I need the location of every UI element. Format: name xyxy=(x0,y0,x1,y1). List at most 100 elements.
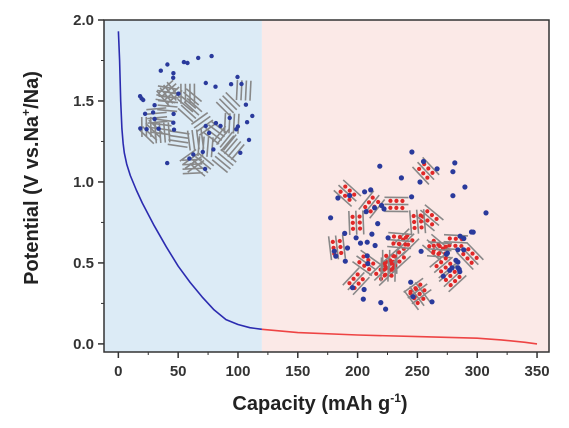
sodium-ion-dot xyxy=(427,244,432,249)
graphene-layer xyxy=(186,97,203,113)
sodium-ion-dot xyxy=(351,276,356,281)
pore-dot xyxy=(137,94,143,99)
sodium-ion-dot xyxy=(431,243,436,248)
graphene-layer xyxy=(156,94,177,100)
sodium-ion-dot xyxy=(434,263,439,269)
sodium-ion-dot xyxy=(448,273,453,279)
graphene-layer xyxy=(182,158,203,162)
graphene-layer xyxy=(189,162,206,177)
sodium-ion-dot xyxy=(417,291,422,296)
sodium-ion-dot xyxy=(434,216,439,222)
pore-dot xyxy=(171,120,176,125)
graphene-layer xyxy=(230,143,245,161)
pore-dot xyxy=(434,166,440,172)
sodium-ion-dot xyxy=(400,198,405,204)
graphene-layer xyxy=(249,80,252,101)
graphene-layer xyxy=(227,141,242,158)
pore-dot xyxy=(408,279,414,285)
graphite-stack-empty xyxy=(220,135,245,161)
region-band-0 xyxy=(104,20,262,352)
pore-dot xyxy=(150,110,156,115)
series-line-1 xyxy=(261,328,538,345)
pore-dot xyxy=(246,137,252,143)
graphene-layer xyxy=(222,95,238,111)
pore-dot xyxy=(377,163,383,169)
pore-dot xyxy=(142,111,148,117)
pore-dot xyxy=(335,195,341,201)
sodium-ion-dot xyxy=(453,236,458,241)
sodium-ion-dot xyxy=(443,256,448,261)
graphene-layer xyxy=(218,98,235,114)
sodium-ion-dot xyxy=(391,234,397,239)
graphene-layer xyxy=(409,286,425,307)
sodium-ion-dot xyxy=(384,253,389,259)
sodium-ion-dot xyxy=(337,238,342,244)
graphite-stack-sodiated xyxy=(380,257,397,282)
graphene-layer xyxy=(443,233,469,237)
pore-dot xyxy=(369,231,375,237)
graphene-layer xyxy=(358,190,375,211)
graphene-layer xyxy=(427,247,452,252)
sodium-ion-dot xyxy=(389,267,394,272)
sodium-ion-dot xyxy=(426,166,431,171)
pore-dot xyxy=(171,75,176,81)
sodium-ion-dot xyxy=(412,219,417,225)
graphene-layer xyxy=(387,257,390,282)
graphene-layer xyxy=(212,125,227,143)
graphene-layer xyxy=(145,122,161,138)
y-tick-label: 2.0 xyxy=(73,12,94,29)
graphene-layer xyxy=(179,95,197,110)
graphene-layer xyxy=(187,159,205,173)
sodium-ion-dot xyxy=(452,278,458,284)
sodium-ion-dot xyxy=(425,209,430,214)
pore-dot xyxy=(213,120,219,126)
pore-dot xyxy=(203,80,208,86)
pore-dot xyxy=(375,221,381,227)
graphene-layer xyxy=(207,124,225,138)
sodium-ion-dot xyxy=(422,288,427,293)
pore-dot xyxy=(455,247,461,253)
sodium-ion-dot xyxy=(474,255,479,260)
sodium-ion-dot xyxy=(366,200,372,205)
sodium-ion-dot xyxy=(357,214,362,219)
sodium-ion-dot xyxy=(357,220,362,225)
graphene-layer xyxy=(428,240,453,245)
pore-dot xyxy=(409,194,415,200)
graphene-layer xyxy=(160,83,177,98)
sodium-ion-dot xyxy=(466,247,471,252)
pore-dot xyxy=(176,91,181,96)
sodium-ion-dot xyxy=(447,243,452,248)
graphene-layer xyxy=(387,238,412,243)
sodium-ion-dot xyxy=(374,271,379,276)
graphene-layer xyxy=(235,80,239,101)
pore-dot xyxy=(152,103,157,108)
sodium-ion-dot xyxy=(425,218,430,223)
pore-dot xyxy=(152,116,157,122)
pore-dot xyxy=(331,248,337,254)
sodium-ion-dot xyxy=(357,226,363,231)
sodium-ion-dot xyxy=(339,250,344,256)
pore-dot xyxy=(362,189,368,195)
graphene-layer xyxy=(191,129,196,151)
pore-dot xyxy=(357,240,364,246)
graphene-layer xyxy=(219,131,234,148)
sodium-ion-dot xyxy=(363,204,368,210)
sodium-ion-dot xyxy=(431,250,436,255)
pore-dot xyxy=(385,235,391,241)
graphene-layer xyxy=(146,107,167,111)
pore-dot xyxy=(227,115,232,121)
graphene-layer xyxy=(232,113,236,134)
x-tick-label: 350 xyxy=(525,363,550,380)
graphene-layer xyxy=(327,236,333,261)
graphene-layer xyxy=(215,101,231,117)
pore-dot xyxy=(200,149,205,155)
pore-dot xyxy=(364,253,370,259)
graphene-layer xyxy=(146,111,167,115)
pore-dot xyxy=(171,111,176,117)
pore-dot xyxy=(364,239,370,245)
sodium-ion-dot xyxy=(347,281,352,286)
graphene-layer xyxy=(197,152,215,167)
pore-dot xyxy=(381,206,387,212)
sodium-ion-dot xyxy=(368,209,373,214)
sodium-ion-dot xyxy=(403,235,409,240)
